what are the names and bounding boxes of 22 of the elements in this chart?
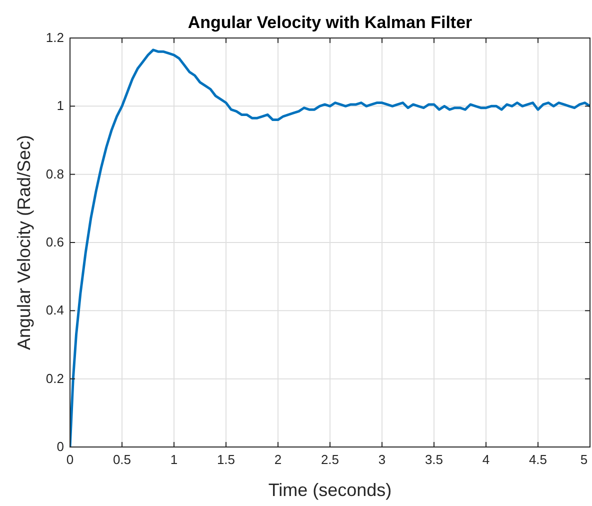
x-tick-label: 0 xyxy=(66,452,74,467)
x-tick-label: 3 xyxy=(378,452,386,467)
x-tick-label: 2 xyxy=(274,452,282,467)
y-tick-label: 0.4 xyxy=(46,302,64,318)
y-tick-label: 0.8 xyxy=(46,166,64,182)
y-axis-title: Angular Velocity (Rad/Sec) xyxy=(14,134,34,350)
y-tick-label: 0.2 xyxy=(46,370,64,386)
y-tick-label: 0.6 xyxy=(46,234,64,250)
x-axis-title: Time (seconds) xyxy=(268,480,392,500)
x-tick-label: 3.5 xyxy=(424,452,444,467)
x-tick-label: 4.5 xyxy=(528,452,548,467)
y-tick-label: 1.2 xyxy=(46,30,64,45)
x-tick-label: 1 xyxy=(170,452,178,467)
x-tick-label: 2.5 xyxy=(320,452,340,467)
y-tick-label: 0 xyxy=(56,439,64,454)
x-tick-label: 5 xyxy=(580,452,588,467)
chart-title: Angular Velocity with Kalman Filter xyxy=(188,13,473,32)
y-tick-label: 1 xyxy=(56,98,64,114)
x-tick-label: 4 xyxy=(482,452,490,467)
line-series xyxy=(70,48,590,447)
x-tick-label: 0.5 xyxy=(112,452,132,467)
x-tick-label: 1.5 xyxy=(216,452,236,467)
